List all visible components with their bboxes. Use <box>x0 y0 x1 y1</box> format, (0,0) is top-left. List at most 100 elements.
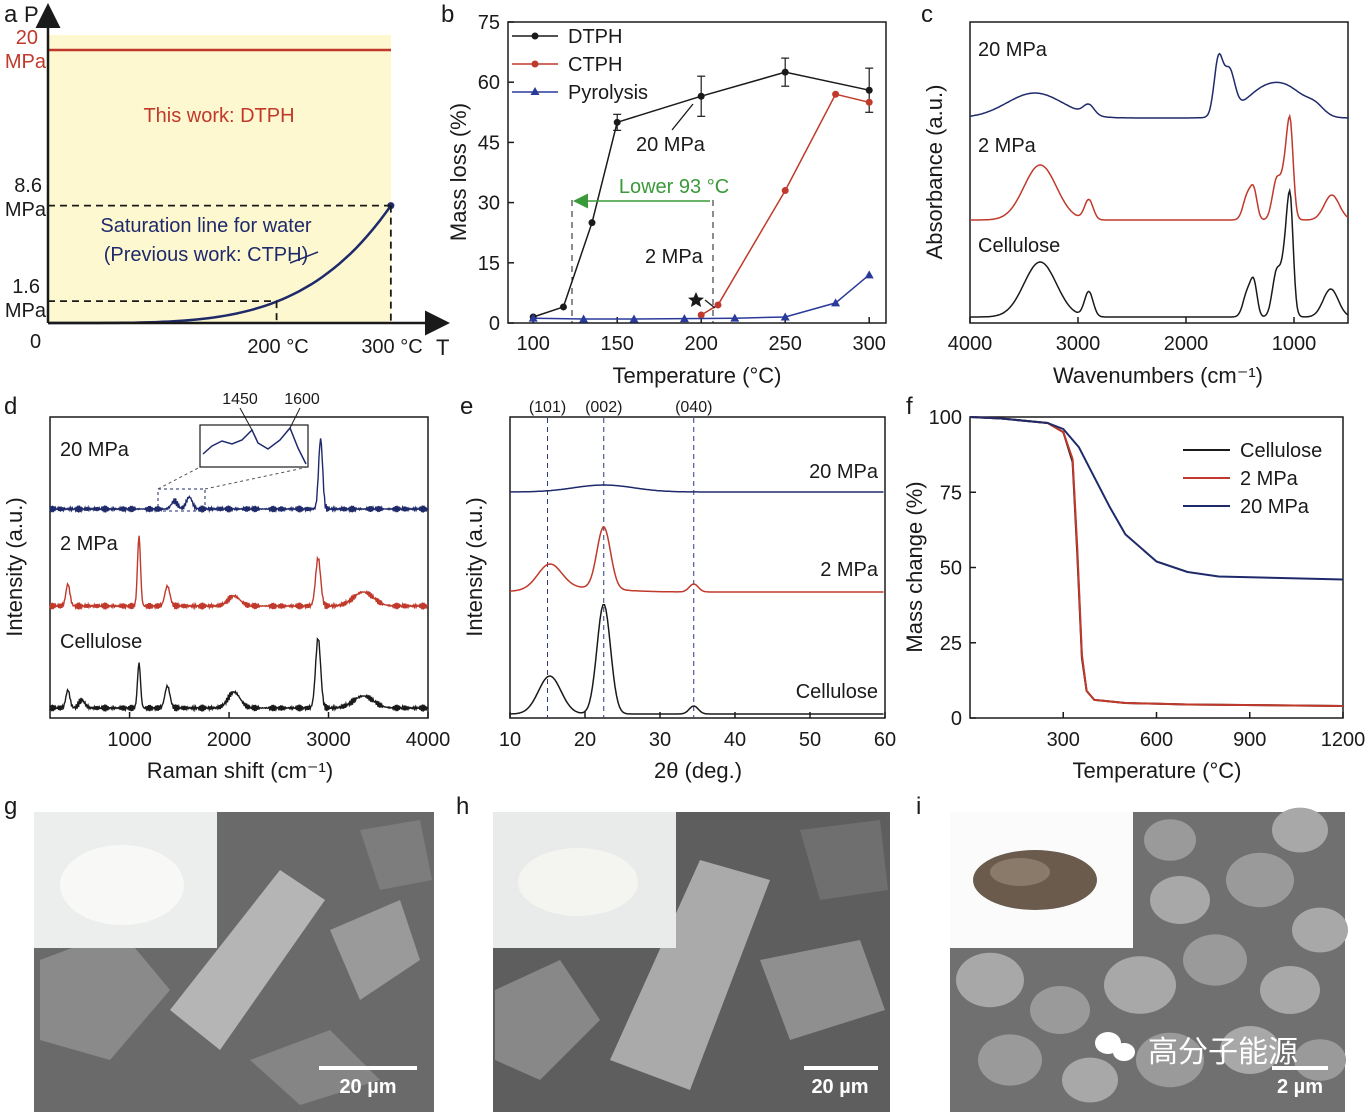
a-xtick-200: 200 °C <box>247 336 308 358</box>
a-curve-label-arrow <box>289 251 319 264</box>
f-x-axis-label: Temperature (°C) <box>1073 758 1242 783</box>
e-label-2mpa: 2 MPa <box>820 559 879 581</box>
e-xtick-label: 10 <box>499 729 521 751</box>
panel-e: e 10 20 30 40 50 60 (101) (002) (040) 20 MPa 2 … <box>460 393 896 783</box>
h-particle-3 <box>800 820 888 900</box>
b-point <box>865 98 873 106</box>
d-xtick-label: 3000 <box>306 729 351 751</box>
a-curve-label-2: (Previous work: CTPH) <box>104 244 308 266</box>
i-grain <box>1144 819 1196 861</box>
h-particle-1 <box>495 960 600 1080</box>
c-ticks: 4000 3000 2000 1000 <box>948 317 1316 355</box>
panel-letter-d: d <box>4 393 17 420</box>
b-point <box>588 219 596 227</box>
c-spectra <box>969 52 1349 318</box>
panel-b: b 100 150 200 250 300 0 15 30 45 60 75 Temperature… <box>441 1 887 388</box>
f-ytick-label: 100 <box>929 407 962 429</box>
d-inset-pointer-1450 <box>239 407 253 431</box>
h-particle-2 <box>760 940 885 1040</box>
e-pattern-cellulose <box>510 603 884 715</box>
e-ticks: 10 20 30 40 50 60 <box>499 712 896 751</box>
c-x-axis-label: Wavenumbers (cm⁻¹) <box>1053 363 1263 388</box>
b-xtick-label: 250 <box>769 333 802 355</box>
h-powder <box>518 848 638 916</box>
h-scale-label: 20 µm <box>811 1076 868 1098</box>
a-xtick-300: 300 °C <box>361 336 422 358</box>
e-pattern-20mpa <box>510 484 884 493</box>
d-spectrum-20mpa <box>49 438 428 514</box>
d-inset-peak-1450: 1450 <box>222 391 258 408</box>
b-ytick-label: 0 <box>489 313 500 335</box>
i-grain <box>1030 986 1090 1034</box>
g-scale-bar <box>319 1066 417 1070</box>
e-xtick-label: 20 <box>574 729 596 751</box>
e-x-axis-label: 2θ (deg.) <box>654 758 742 783</box>
i-grain <box>1150 876 1210 924</box>
f-ytick-label: 50 <box>940 558 962 580</box>
d-label-2mpa: 2 MPa <box>60 533 119 555</box>
c-label-cellulose: Cellulose <box>978 235 1060 257</box>
a-curve-label-1: Saturation line for water <box>100 215 312 237</box>
panel-h-micrograph: h 20 µm <box>456 793 890 1112</box>
b-legend-dtph: DTPH <box>568 26 622 48</box>
b-point <box>697 92 705 100</box>
h-particle-main <box>610 860 770 1090</box>
b-series-line <box>700 93 870 316</box>
g-particle-3 <box>250 1030 380 1105</box>
i-grain <box>1104 956 1176 1014</box>
e-label-cellulose: Cellulose <box>796 681 878 703</box>
panel-letter-b: b <box>441 1 454 28</box>
panel-letter-e: e <box>460 393 473 420</box>
g-particle-4 <box>360 820 432 890</box>
b-annotation-20mpa: 20 MPa <box>636 134 706 156</box>
f-ytick-label: 25 <box>940 633 962 655</box>
f-xtick-label: 1200 <box>1321 729 1366 751</box>
d-x-axis-label: Raman shift (cm⁻¹) <box>147 758 333 783</box>
e-reflection-label: (002) <box>585 399 622 416</box>
b-annotation-2mpa: 2 MPa <box>645 246 704 268</box>
f-xtick-label: 600 <box>1140 729 1173 751</box>
b-legend-marker-ctph <box>531 60 539 68</box>
b-legend-marker-pyrolysis <box>530 87 540 95</box>
a-region-label: This work: DTPH <box>143 105 294 127</box>
c-y-axis-label: Absorbance (a.u.) <box>922 85 947 260</box>
panel-g-micrograph: g 20 µm <box>4 793 434 1112</box>
b-point <box>781 187 789 195</box>
b-annotation-lower: Lower 93 °C <box>619 176 729 198</box>
panel-d: d 1000 2000 3000 4000 20 MPa 2 MPa Cellulos… <box>2 391 450 783</box>
b-xtick-label: 150 <box>601 333 634 355</box>
i-grain <box>978 1034 1042 1086</box>
b-xtick-label: 200 <box>685 333 718 355</box>
watermark-text: 高分子能源 <box>1148 1035 1298 1070</box>
e-xtick-label: 50 <box>799 729 821 751</box>
b-point <box>613 118 621 126</box>
panel-letter-a: a <box>4 1 18 28</box>
b-series-line <box>533 274 870 320</box>
i-scale-label: 2 µm <box>1277 1076 1323 1098</box>
c-plot-frame <box>969 21 1349 324</box>
d-spectra <box>49 438 428 713</box>
a-origin-label: 0 <box>30 331 41 353</box>
i-grain <box>1220 1026 1280 1074</box>
panel-a: a P T 0 20 MPa 8.6 MPa 1.6 MPa 200 °C 30… <box>4 1 450 360</box>
b-star-marker <box>688 292 704 307</box>
c-spectrum-20mpa <box>969 52 1348 119</box>
b-ytick-label: 15 <box>478 253 500 275</box>
d-xtick-label: 2000 <box>207 729 252 751</box>
b-legend-marker-dtph <box>531 32 539 40</box>
d-spectrum-2mpa <box>49 535 428 611</box>
panel-letter-g: g <box>4 793 17 820</box>
b-series <box>528 57 874 323</box>
b-xtick-label: 100 <box>517 333 550 355</box>
c-label-20mpa: 20 MPa <box>978 39 1048 61</box>
b-point <box>528 313 538 322</box>
a-ytick-8.6: 8.6 <box>14 175 42 197</box>
a-x-axis-label: T <box>436 335 449 360</box>
d-y-axis-label: Intensity (a.u.) <box>2 497 27 636</box>
b-point <box>780 312 790 321</box>
e-label-20mpa: 20 MPa <box>809 461 879 483</box>
f-plot-frame <box>969 416 1344 719</box>
a-ytick-20: 20 <box>16 27 38 49</box>
c-label-2mpa: 2 MPa <box>978 135 1037 157</box>
b-point <box>864 270 874 279</box>
